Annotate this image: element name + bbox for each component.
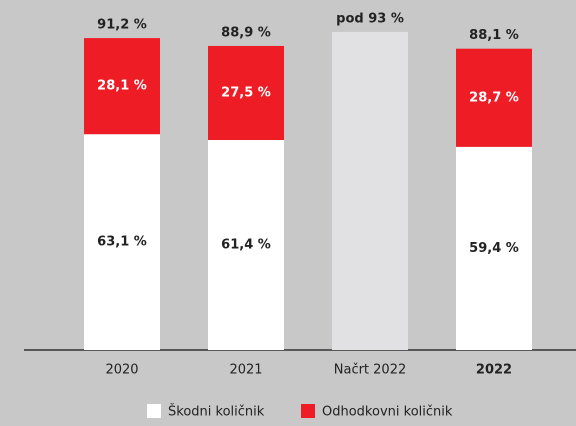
legend-label: Odhodkovni količnik	[322, 405, 453, 420]
value-label: 28,1 %	[97, 79, 147, 94]
bar-segment	[84, 134, 160, 350]
value-label: 27,5 %	[221, 85, 271, 100]
total-label: 88,9 %	[221, 25, 271, 40]
bar-segment	[456, 48, 532, 147]
x-tick-label: 2021	[229, 363, 262, 378]
bar-segment	[456, 146, 532, 350]
total-label: pod 93 %	[336, 11, 404, 26]
plan-bar	[332, 31, 408, 350]
bar-segment	[208, 140, 284, 350]
legend-swatch	[301, 404, 315, 418]
value-label: 28,7 %	[469, 90, 519, 105]
bar-segment	[84, 38, 160, 135]
x-tick-label: 2022	[476, 363, 512, 378]
total-label: 91,2 %	[97, 18, 147, 33]
x-tick-label: 2020	[105, 363, 138, 378]
x-tick-label: Načrt 2022	[334, 363, 407, 378]
total-label: 88,1 %	[469, 28, 519, 43]
legend-swatch	[147, 404, 161, 418]
value-label: 59,4 %	[469, 241, 519, 256]
bar-segment	[208, 45, 284, 141]
value-label: 61,4 %	[221, 238, 271, 253]
value-label: 63,1 %	[97, 235, 147, 250]
legend-label: Škodni količnik	[168, 404, 265, 420]
